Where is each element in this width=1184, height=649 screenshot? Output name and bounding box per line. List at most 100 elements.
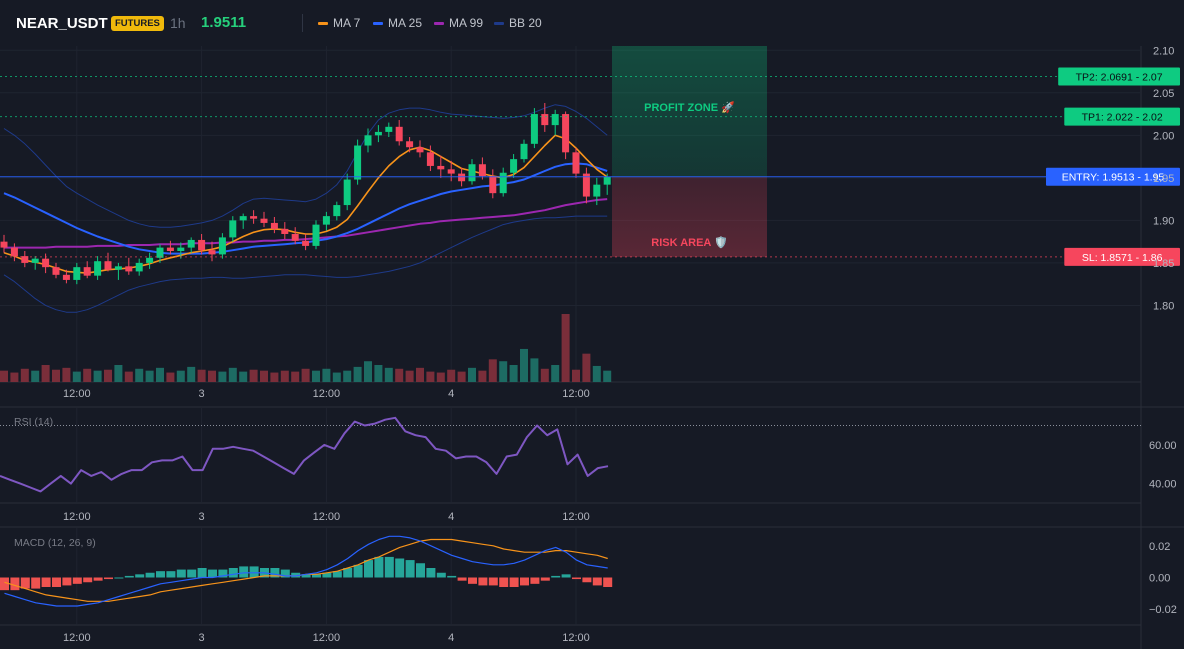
candle-body[interactable]	[260, 218, 268, 223]
candle-body[interactable]	[104, 261, 112, 270]
candle-body[interactable]	[0, 241, 8, 248]
candle-body[interactable]	[73, 267, 81, 280]
candle-body[interactable]	[551, 114, 559, 126]
candle-body[interactable]	[385, 126, 393, 132]
legend-bb20[interactable]: BB 20	[494, 16, 542, 30]
entry-level-tag[interactable]	[1046, 167, 1180, 186]
candle-body[interactable]	[322, 216, 330, 225]
candle-body[interactable]	[208, 250, 216, 255]
candle-body[interactable]	[135, 262, 143, 272]
candle-body[interactable]	[42, 258, 50, 268]
candle-body[interactable]	[333, 205, 341, 217]
volume-bar	[312, 370, 320, 382]
candle-body[interactable]	[21, 256, 29, 263]
legend-ma7[interactable]: MA 7	[318, 16, 360, 30]
candle-body[interactable]	[582, 173, 590, 197]
candle-body[interactable]	[593, 184, 601, 197]
macd-histogram-bar	[374, 556, 384, 578]
candle-body[interactable]	[312, 224, 320, 246]
candle-body[interactable]	[83, 267, 91, 276]
candle-body[interactable]	[62, 274, 70, 280]
chart-header: NEAR_USDT FUTURES 1h 1.9511 MA 7 MA 25 M…	[0, 0, 1184, 46]
candle-body[interactable]	[447, 169, 455, 174]
tp1-level-tag[interactable]	[1064, 107, 1180, 126]
candle-body[interactable]	[229, 220, 237, 238]
panel-frame	[0, 46, 1184, 649]
macd-histogram-bar	[249, 566, 259, 578]
candle-body[interactable]	[541, 114, 549, 126]
macd-histogram-bar	[436, 572, 446, 578]
candle-body[interactable]	[572, 152, 580, 174]
macd-histogram-bar	[156, 571, 165, 578]
volume-bar	[291, 371, 300, 382]
rsi-panel[interactable]: RSI (14) 60.00 40.00	[0, 416, 1177, 493]
candle-body[interactable]	[302, 240, 310, 246]
macd-histogram-bar	[312, 574, 321, 578]
candle-body[interactable]	[468, 164, 476, 182]
candle-body[interactable]	[364, 135, 372, 146]
macd-panel[interactable]: MACD (12, 26, 9) 0.02 0.00 −0.02	[0, 535, 1177, 616]
macd-tick-label: 0.02	[1149, 541, 1170, 553]
candle-body[interactable]	[499, 172, 507, 194]
time-axis[interactable]: 12:00 3 12:00 4 12:00 12:00 3 12:00 4 12:00 12:00 3…	[63, 388, 590, 644]
candle-body[interactable]	[458, 173, 466, 182]
volume-bar	[540, 368, 549, 382]
candle-body[interactable]	[426, 152, 434, 166]
macd-histogram-bar	[416, 563, 425, 578]
candle-body[interactable]	[281, 228, 289, 234]
volume-bar	[114, 365, 123, 382]
macd-histogram-bar	[145, 572, 155, 578]
legend-ma99[interactable]: MA 99	[434, 16, 483, 30]
volume-bar	[10, 372, 19, 382]
candle-body[interactable]	[239, 216, 247, 221]
tp2-level-tag[interactable]	[1058, 67, 1180, 86]
macd-histogram-bar	[10, 577, 20, 591]
candle-body[interactable]	[374, 131, 382, 136]
candle-body[interactable]	[510, 159, 518, 173]
candle-body[interactable]	[478, 164, 486, 177]
candle-body[interactable]	[416, 147, 424, 153]
candle-body[interactable]	[218, 237, 226, 255]
candle-body[interactable]	[530, 114, 538, 144]
rsi-title: RSI (14)	[14, 416, 53, 428]
symbol-title[interactable]: NEAR_USDT	[16, 15, 108, 32]
candle-body[interactable]	[562, 114, 570, 153]
candle-body[interactable]	[354, 145, 362, 180]
candlesticks[interactable]	[0, 102, 611, 285]
macd-title: MACD (12, 26, 9)	[14, 537, 96, 549]
price-axis[interactable]: 2.10 2.05 2.00 1.95 1.90 1.85 1.80	[1153, 45, 1174, 312]
candle-body[interactable]	[31, 258, 39, 263]
candle-body[interactable]	[270, 222, 278, 229]
legend-ma25[interactable]: MA 25	[373, 16, 422, 30]
candle-body[interactable]	[603, 176, 611, 185]
header-divider	[302, 14, 303, 32]
candle-body[interactable]	[395, 126, 403, 142]
candle-body[interactable]	[94, 261, 102, 276]
legend-ma25-label: MA 25	[388, 16, 423, 30]
candle-body[interactable]	[489, 176, 497, 194]
candle-body[interactable]	[52, 267, 60, 275]
volume-bar	[457, 371, 466, 382]
futures-badge: FUTURES	[111, 16, 164, 31]
macd-histogram-bar	[343, 568, 353, 578]
candle-body[interactable]	[125, 266, 133, 272]
candle-body[interactable]	[406, 141, 414, 148]
candle-body[interactable]	[177, 247, 185, 252]
candle-body[interactable]	[166, 247, 174, 252]
candle-body[interactable]	[10, 247, 18, 257]
candle-body[interactable]	[437, 165, 445, 170]
timeframe-label[interactable]: 1h	[170, 15, 186, 31]
candle-body[interactable]	[250, 216, 258, 219]
candle-body[interactable]	[146, 257, 154, 263]
candle-body[interactable]	[520, 143, 528, 160]
sl-level-tag[interactable]	[1064, 247, 1180, 266]
candle-body[interactable]	[198, 239, 206, 251]
candle-body[interactable]	[291, 233, 299, 241]
macd-histogram-bar	[520, 577, 529, 586]
candle-body[interactable]	[187, 239, 195, 248]
macd-histogram-bar	[364, 560, 373, 578]
candle-body[interactable]	[343, 179, 351, 206]
candle-body[interactable]	[156, 247, 164, 258]
candle-body[interactable]	[114, 266, 122, 270]
